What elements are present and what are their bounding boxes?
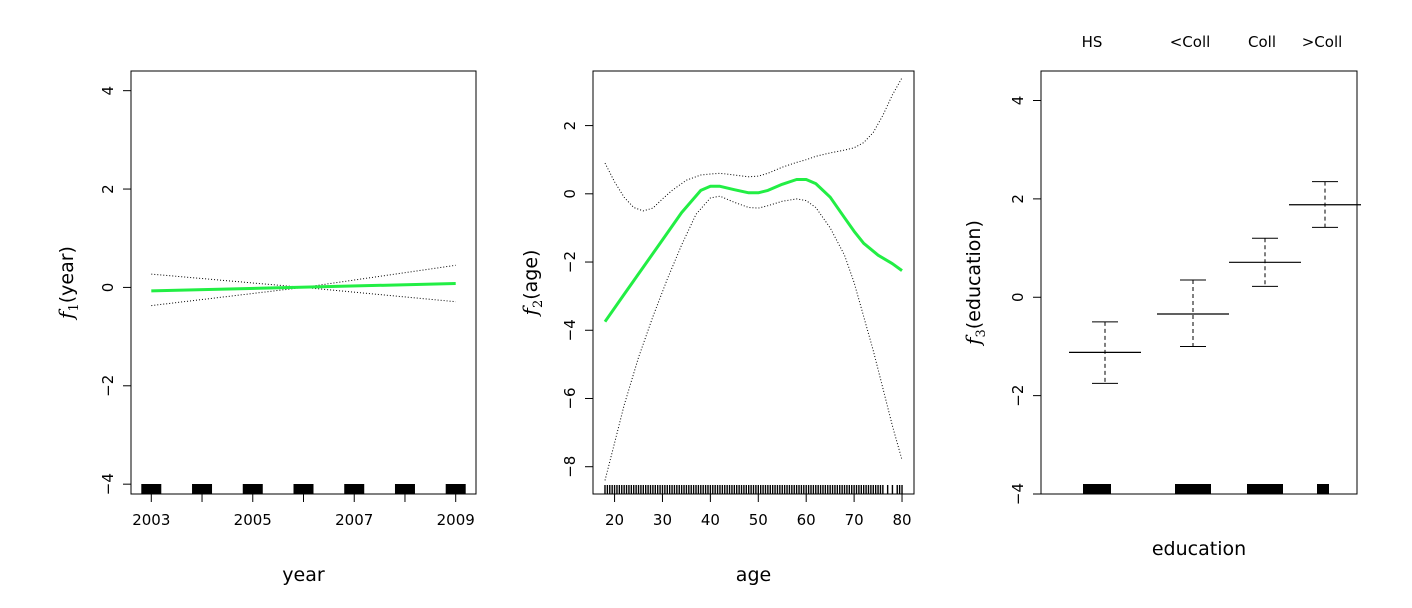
age-lower-band xyxy=(604,195,903,481)
panel-year-frame xyxy=(130,70,477,495)
education-rug-mark xyxy=(1175,484,1211,494)
age-xtick-label: 50 xyxy=(749,511,768,529)
year-rug-mark xyxy=(445,484,466,494)
age-xlabel: age xyxy=(736,564,771,586)
year-rug-mark xyxy=(242,484,263,494)
year-upper-band xyxy=(151,264,456,288)
year-rug-mark xyxy=(192,484,213,494)
education-ytick-label: −4 xyxy=(1009,483,1027,505)
education-category-label: <Coll xyxy=(1170,33,1211,51)
age-xtick-label: 80 xyxy=(892,511,911,529)
education-rug-mark xyxy=(1083,484,1111,494)
education-ytick-label: 0 xyxy=(1009,292,1027,302)
age-ylabel-sub: 2 xyxy=(531,300,546,308)
age-ylabel-var: (age) xyxy=(520,250,542,300)
panel-education: −4 −2 0 2 4 education f3(education) HS <Coll Coll… xyxy=(961,33,1361,560)
age-ytick-label: −2 xyxy=(561,251,579,273)
age-xtick-label: 30 xyxy=(653,511,672,529)
education-rug-mark xyxy=(1317,484,1329,494)
education-category-label: HS xyxy=(1082,33,1103,51)
year-rug-mark xyxy=(293,484,314,494)
year-rug-mark xyxy=(141,484,162,494)
panel-age: −8 −6 −4 −2 0 2 20 30 40 50 60 70 80 age f2(age) xyxy=(518,70,915,586)
education-category-label: >Coll xyxy=(1302,33,1343,51)
education-rug-mark xyxy=(1247,484,1283,494)
age-ytick-label: 2 xyxy=(561,121,579,131)
year-xtick-label: 2003 xyxy=(132,511,170,529)
age-xtick-label: 40 xyxy=(701,511,720,529)
year-ytick-label: −2 xyxy=(99,375,117,397)
education-ytick-label: 2 xyxy=(1009,194,1027,204)
age-fit-line xyxy=(603,178,903,323)
age-xtick-label: 60 xyxy=(797,511,816,529)
age-ytick-label: −8 xyxy=(561,456,579,478)
education-ytick-label: 4 xyxy=(1009,96,1027,106)
age-upper-band xyxy=(604,77,903,212)
age-ytick-label: −6 xyxy=(561,387,579,409)
age-xtick-label: 20 xyxy=(605,511,624,529)
education-ytick-label: −2 xyxy=(1009,385,1027,407)
year-xtick-label: 2009 xyxy=(437,511,475,529)
age-xtick-label: 70 xyxy=(845,511,864,529)
year-ytick-label: 2 xyxy=(99,184,117,194)
year-xtick-label: 2005 xyxy=(234,511,272,529)
year-fit-line xyxy=(151,282,456,293)
year-xtick-label: 2007 xyxy=(335,511,373,529)
year-xlabel: year xyxy=(282,564,325,586)
panel-education-frame xyxy=(1040,70,1358,495)
year-rug-mark xyxy=(394,484,415,494)
year-ytick-label: 4 xyxy=(99,86,117,96)
year-ytick-label: −4 xyxy=(99,473,117,495)
panel-year: −4 −2 0 2 4 2003 2005 2007 2009 year f1(year) xyxy=(54,70,477,586)
education-ylabel: f3(education) xyxy=(961,220,989,347)
education-category-label: Coll xyxy=(1248,33,1276,51)
age-ytick-label: −4 xyxy=(561,319,579,341)
education-xlabel: education xyxy=(1152,538,1246,560)
year-rug-mark xyxy=(344,484,365,494)
education-ylabel-sub: 3 xyxy=(974,329,989,337)
panel-age-frame xyxy=(592,70,915,495)
age-ytick-label: 0 xyxy=(561,189,579,199)
year-ylabel-sub: 1 xyxy=(67,303,82,311)
education-ylabel-var: (education) xyxy=(963,220,985,329)
year-ytick-label: 0 xyxy=(99,283,117,293)
year-ylabel-var: (year) xyxy=(56,246,78,303)
age-ylabel: f2(age) xyxy=(518,250,546,318)
year-ylabel: f1(year) xyxy=(54,246,82,321)
